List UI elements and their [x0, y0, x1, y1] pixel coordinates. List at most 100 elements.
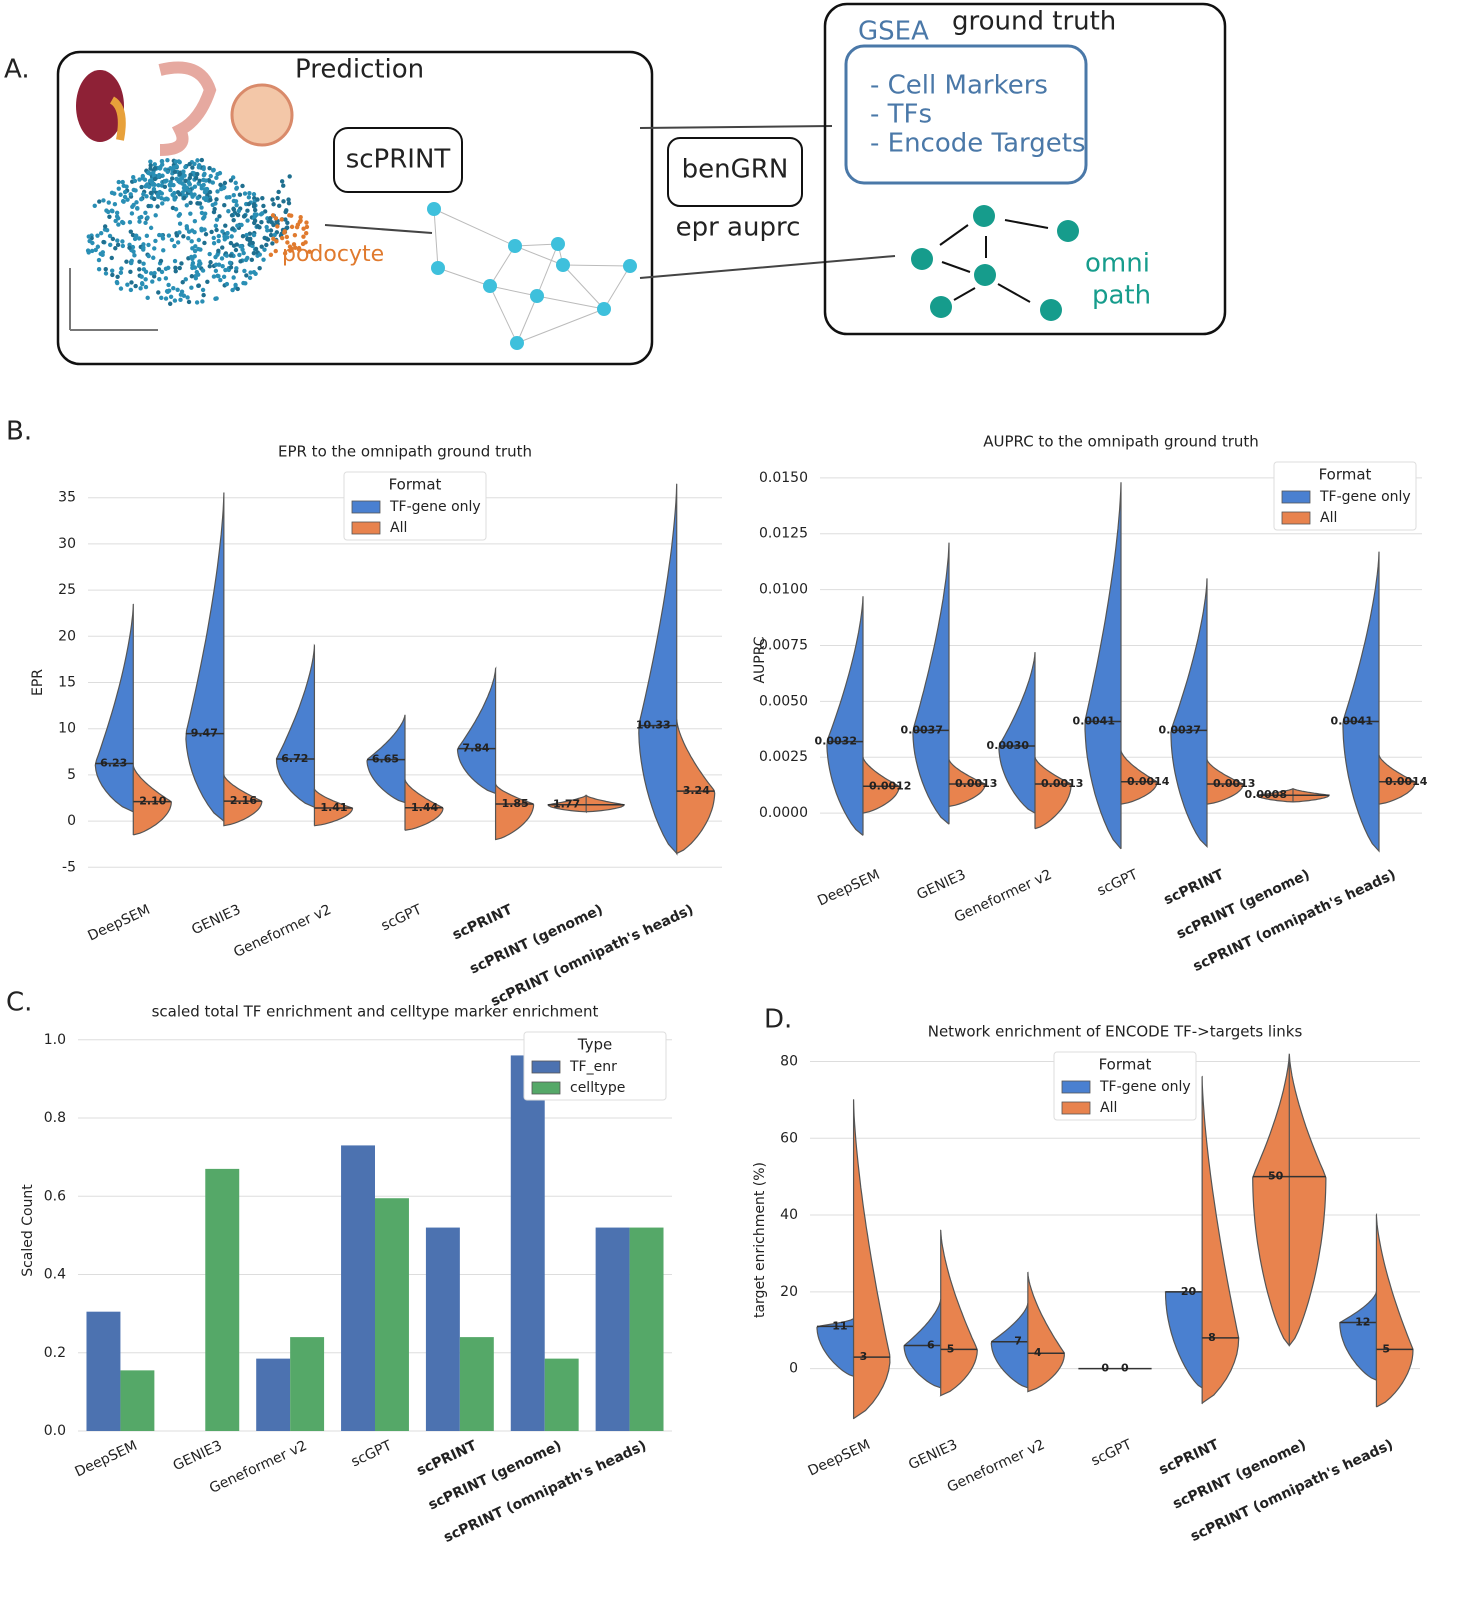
value-label: 0.0041	[1331, 714, 1373, 727]
cell-dot	[208, 260, 213, 265]
value-label: 1.41	[320, 801, 347, 814]
cell-dot	[238, 259, 243, 264]
cell-dot	[199, 226, 204, 231]
cell-dot	[197, 201, 203, 206]
cell-dot	[113, 246, 118, 251]
cell-dot	[228, 178, 234, 183]
cell-dot	[208, 173, 213, 179]
cell-dot	[200, 299, 205, 304]
cell-dot	[143, 269, 149, 275]
cell-embedding	[85, 157, 312, 306]
cell-dot	[159, 159, 165, 164]
violin	[456, 666, 497, 794]
cell-dot	[197, 163, 202, 168]
cell-dot	[214, 217, 220, 222]
cell-dot	[274, 239, 279, 244]
cell-dot	[236, 208, 242, 214]
legend-label: TF_enr	[569, 1059, 617, 1075]
panel-label: B.	[6, 417, 32, 447]
cell-dot	[193, 175, 199, 181]
legend-label: TF-gene only	[389, 499, 481, 515]
cell-dot	[262, 247, 267, 252]
ureter-icon	[109, 96, 126, 141]
value-label: 7	[1014, 1335, 1022, 1348]
cell-dot	[231, 275, 236, 280]
cell-dot	[202, 214, 207, 220]
cell-dot	[215, 273, 220, 279]
cell-dot	[234, 242, 240, 247]
cell-dot	[173, 207, 179, 212]
legend-label: TF-gene only	[1319, 489, 1411, 505]
cell-dot	[284, 225, 290, 230]
cell-dot	[239, 222, 244, 228]
cell-dot	[230, 226, 236, 231]
value-label: 0	[1101, 1362, 1109, 1375]
y-tick-label: 1.0	[44, 1032, 66, 1048]
cell-dot	[148, 271, 154, 276]
benchmark-metrics: epr auprc	[676, 213, 801, 243]
violin	[1375, 1212, 1414, 1408]
violin	[826, 596, 864, 836]
cell-dot	[160, 201, 165, 206]
cell-dot	[243, 257, 249, 263]
cell-dot	[194, 300, 200, 305]
cell-dot	[197, 178, 202, 183]
value-label: 0.0008	[1245, 788, 1287, 801]
cell-dot	[259, 219, 264, 225]
cell-dot	[283, 209, 288, 215]
cell-dot	[104, 227, 110, 233]
y-tick-label: 0.8	[44, 1110, 66, 1126]
value-label: 0.0014	[1385, 775, 1428, 788]
y-tick-label: 0.0050	[759, 693, 808, 709]
cell-dot	[192, 184, 198, 189]
cell-dot	[258, 212, 264, 217]
value-label: 4	[1034, 1346, 1042, 1359]
cell-dot	[215, 189, 220, 194]
cell-dot	[156, 192, 161, 198]
cell-dot	[192, 254, 197, 259]
cell-dot	[118, 192, 123, 197]
cell-dot	[183, 164, 188, 170]
cell-dot	[190, 165, 195, 170]
cell-dot	[133, 283, 138, 289]
violin	[998, 652, 1036, 815]
legend-label: All	[390, 520, 407, 536]
cell-dot	[291, 242, 297, 247]
x-tick-label: Geneformer v2	[231, 902, 333, 961]
cell-dot	[241, 214, 247, 219]
bar	[459, 1337, 494, 1431]
prediction-box	[56, 50, 654, 366]
violin	[1170, 578, 1208, 849]
network-node	[483, 279, 497, 293]
panel-label: D.	[764, 1005, 792, 1035]
network-edge	[489, 285, 538, 297]
cell-dot	[268, 228, 274, 233]
cell-dot	[157, 232, 162, 238]
cell-dot	[224, 281, 230, 287]
cell-dot	[264, 242, 269, 248]
gsea-title: GSEA	[858, 17, 929, 47]
cell-dot	[222, 180, 228, 186]
cell-dot	[216, 238, 221, 244]
cell-dot	[240, 183, 245, 189]
y-tick-label: 20	[58, 628, 76, 644]
cell-dot	[196, 283, 202, 288]
cell-dot	[224, 195, 230, 200]
cell-dot	[304, 220, 309, 225]
cell-dot	[214, 227, 219, 233]
cell-dot	[225, 230, 230, 236]
benchmark-box	[667, 137, 803, 207]
y-tick-label: 0.0150	[759, 470, 808, 486]
cell-dot	[98, 230, 104, 236]
cell-dot	[248, 270, 253, 275]
cell-dot	[237, 252, 242, 258]
cell-dot	[132, 253, 137, 258]
x-tick-label: GENIE3	[189, 902, 243, 939]
cell-dot	[166, 282, 171, 288]
x-tick-label: scPRINT	[1161, 867, 1226, 909]
cell-dot	[261, 203, 266, 209]
cell-dot	[228, 253, 234, 258]
cell-dot	[252, 218, 258, 224]
cell-dot	[124, 259, 129, 264]
ground-truth-box	[823, 2, 1227, 336]
